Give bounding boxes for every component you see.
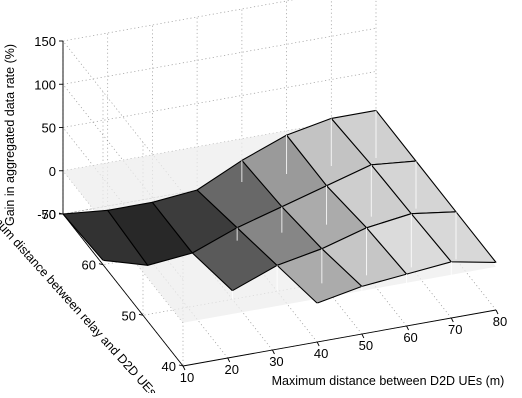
x-axis-line <box>182 309 497 367</box>
y-axis-line <box>62 213 184 367</box>
x-gridline-4 <box>241 9 363 335</box>
z-tick-label-1: 0 <box>49 164 56 179</box>
x-tick-mark-4 <box>361 333 365 339</box>
surface-layer <box>62 109 497 304</box>
x-tick-mark-1 <box>227 357 231 363</box>
y-tick-label-2: 60 <box>82 258 96 273</box>
y-tick-mark-2 <box>98 263 104 266</box>
y-tick-mark-1 <box>138 313 144 316</box>
x-tick-mark-7 <box>495 309 499 315</box>
x-tick-mark-2 <box>272 349 275 355</box>
x-tick-label-3: 40 <box>314 346 328 361</box>
x-tick-mark-3 <box>316 341 320 347</box>
y-tick-mark-0 <box>178 364 184 367</box>
z-tick-label-4: 150 <box>34 34 56 49</box>
z-tick-label-2: 50 <box>42 121 56 136</box>
x-gridline-6 <box>330 0 452 319</box>
y-gridline-2 <box>102 91 417 266</box>
x-tick-label-7: 80 <box>493 314 507 329</box>
x-tick-mark-5 <box>406 325 409 331</box>
x-tick-label-6: 70 <box>448 322 462 337</box>
z-axis-label: Gain in aggregated data rate (%) <box>3 44 17 226</box>
x-tick-label-4: 50 <box>359 338 373 353</box>
axes-box <box>58 40 499 371</box>
x-gridline-2 <box>152 25 273 351</box>
y-tick-label-3: 70 <box>42 207 56 222</box>
x-axis-label: Maximum distance between D2D UEs (m) <box>272 374 505 388</box>
x-tick-mark-6 <box>450 317 454 323</box>
x-tick-mark-0 <box>182 365 186 371</box>
z-tick-label-0: -50 <box>37 207 56 222</box>
x-tick-label-0: 10 <box>180 370 194 385</box>
x-tick-label-1: 20 <box>224 362 238 377</box>
stem-layer <box>102 110 497 342</box>
x-gridline-7 <box>375 0 497 311</box>
x-gridline-5 <box>286 1 407 327</box>
y-tick-label-1: 50 <box>122 308 136 323</box>
x-gridline-3 <box>196 17 318 343</box>
x-gridline-1 <box>107 33 228 359</box>
x-tick-label-5: 60 <box>403 330 417 345</box>
y-tick-label-0: 40 <box>162 359 176 374</box>
z-tick-label-3: 100 <box>34 77 56 92</box>
x-tick-label-2: 30 <box>269 354 283 369</box>
